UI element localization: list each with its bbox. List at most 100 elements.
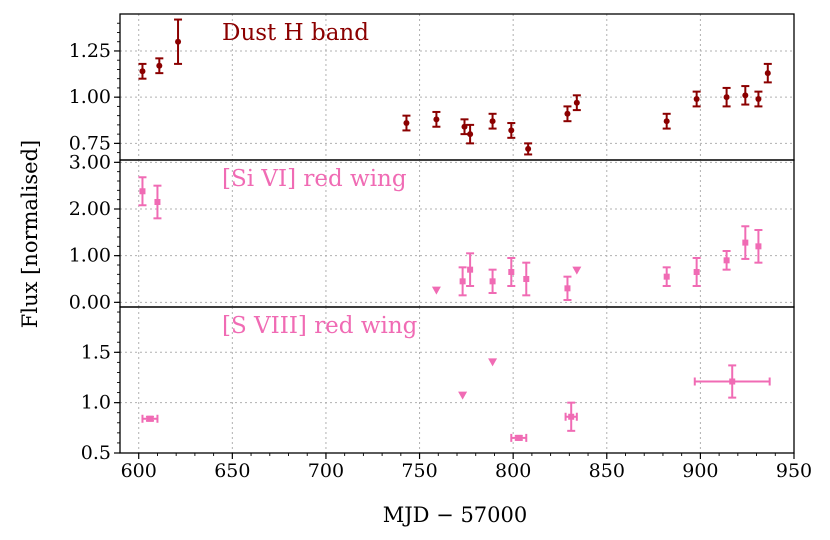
x-tick-label: 600: [121, 460, 157, 482]
point-marker: [729, 378, 736, 385]
x-tick-label: 950: [776, 460, 812, 482]
point-marker: [489, 118, 496, 125]
point-marker: [573, 99, 580, 106]
data-point: [138, 176, 147, 207]
data-point: [432, 110, 441, 128]
data-point: [662, 266, 671, 287]
point-marker: [764, 70, 771, 77]
data-point: [510, 433, 528, 442]
data-point: [458, 266, 467, 297]
data-point: [507, 122, 516, 139]
point-marker: [175, 38, 182, 45]
panel-s-viii-red-wing: 0.5 1.0 1.5 [S VIII] red wing: [81, 306, 795, 464]
data-point: [722, 86, 731, 108]
y-tick-label: 1.00: [69, 245, 111, 267]
data-point: [155, 57, 164, 75]
point-marker: [663, 273, 670, 280]
data-point: [763, 62, 772, 84]
point-marker: [755, 243, 762, 250]
point-marker: [564, 110, 571, 117]
y-tick-label: 2.00: [69, 198, 111, 220]
y-tick-label: 0.00: [69, 291, 111, 313]
data-point: [466, 123, 475, 145]
data-point: [662, 112, 671, 130]
point-marker: [146, 415, 153, 422]
point-marker: [693, 96, 700, 103]
y-axis-label: Flux [normalised]: [18, 140, 42, 328]
point-marker: [723, 94, 730, 101]
point-marker: [461, 123, 468, 130]
data-point: [722, 250, 731, 271]
point-marker: [489, 278, 496, 285]
data-point: [754, 229, 763, 264]
y-tick-label: 1.0: [81, 392, 111, 414]
panel-title: Dust H band: [222, 20, 369, 46]
data-point: [460, 118, 469, 136]
point-marker: [693, 269, 700, 275]
data-point: [174, 18, 183, 65]
point-marker: [467, 131, 474, 138]
y-tick-label: 1.00: [69, 86, 111, 108]
point-marker: [403, 120, 410, 127]
point-marker: [433, 116, 440, 123]
x-tick-label: 900: [682, 460, 718, 482]
y-tick-label: 1.5: [81, 341, 111, 363]
x-tick-label: 850: [589, 460, 625, 482]
x-tick-label: 700: [308, 460, 344, 482]
y-tick-label: 0.75: [69, 132, 111, 154]
x-tick-label: 650: [214, 460, 250, 482]
data-point: [563, 275, 572, 301]
point-marker: [156, 62, 163, 69]
point-marker: [523, 276, 530, 282]
upper-limit-marker: [488, 358, 498, 367]
panels-layer: 0.75 1.00 1.25 Dust H band 0.00 1.00 2.00 3.00 […: [69, 13, 795, 464]
point-marker: [568, 413, 575, 420]
point-marker: [515, 434, 522, 441]
y-tick-label: 0.5: [81, 442, 111, 464]
data-point: [522, 261, 531, 297]
panel-title: [S VIII] red wing: [222, 313, 418, 339]
panel-si-vi-red-wing: 0.00 1.00 2.00 3.00 [Si VI] red wing: [69, 151, 795, 313]
data-point: [507, 257, 516, 287]
y-tick-label: 1.25: [69, 40, 111, 62]
data-point: [692, 90, 701, 108]
data-point: [466, 252, 475, 287]
point-marker: [564, 285, 571, 292]
data-point: [692, 257, 701, 287]
x-tick-label: 800: [495, 460, 531, 482]
data-point: [741, 225, 750, 260]
point-marker: [663, 118, 670, 125]
point-marker: [459, 278, 466, 285]
point-marker: [742, 92, 749, 99]
data-point: [524, 142, 533, 156]
data-point: [138, 62, 147, 80]
data-point: [693, 364, 771, 399]
upper-limit-marker: [572, 266, 582, 275]
data-point: [488, 268, 497, 294]
point-marker: [508, 269, 515, 275]
point-marker: [525, 145, 532, 152]
point-marker: [467, 266, 474, 273]
data-point: [564, 401, 578, 432]
data-point: [741, 85, 750, 106]
point-marker: [755, 96, 762, 103]
panel-title: [Si VI] red wing: [222, 166, 407, 192]
point-marker: [154, 199, 161, 205]
data-point: [141, 414, 159, 423]
panel-dust-h-band: 0.75 1.00 1.25 Dust H band: [69, 13, 795, 161]
point-marker: [139, 68, 146, 75]
point-marker: [723, 257, 730, 264]
y-tick-label: 3.00: [69, 151, 111, 173]
data-point: [488, 112, 497, 130]
point-marker: [139, 188, 146, 195]
x-axis: 600 650 700 750 800 850 900 950: [121, 453, 812, 482]
data-point: [754, 90, 763, 108]
x-axis-label: MJD − 57000: [383, 503, 528, 527]
data-point: [402, 114, 411, 132]
data-point: [572, 94, 581, 112]
upper-limit-marker: [431, 286, 441, 295]
upper-limit-marker: [458, 391, 468, 400]
point-marker: [742, 239, 749, 246]
point-marker: [508, 127, 515, 134]
